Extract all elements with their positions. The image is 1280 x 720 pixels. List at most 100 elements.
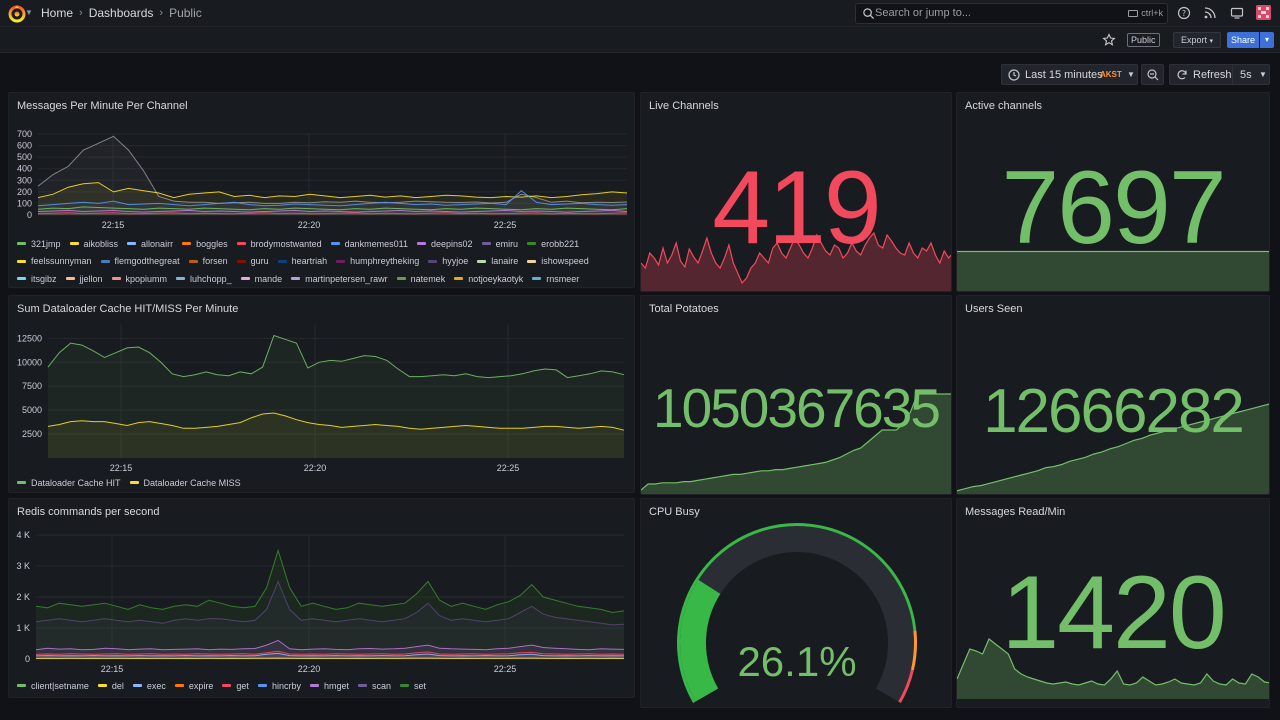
legend-item[interactable]: natemek — [396, 271, 445, 287]
legend-item[interactable]: humphreytheking — [336, 253, 419, 269]
legend-item[interactable]: Dataloader Cache MISS — [129, 475, 241, 491]
time-range-label: Last 15 minutes — [1025, 69, 1103, 81]
refresh-interval[interactable]: 5s — [1240, 69, 1252, 81]
redis-commands-chart[interactable]: 0 1 K 2 K 3 K 4 K 22:15 22:20 22:25 — [9, 499, 635, 698]
legend-item[interactable]: boggles — [182, 236, 228, 252]
legend-item[interactable]: ishowspeed — [527, 253, 589, 269]
legend-item[interactable]: forsen — [188, 253, 228, 269]
rss-icon[interactable] — [1203, 6, 1217, 20]
search-input[interactable]: Search or jump to... ctrl+k — [855, 3, 1168, 24]
legend-label: kpopiumm — [125, 273, 168, 284]
legend-label: ishowspeed — [541, 256, 589, 266]
panel-title: Sum Dataloader Cache HIT/MISS Per Minute — [17, 303, 239, 315]
legend-swatch — [481, 242, 491, 245]
legend-swatch — [17, 481, 26, 484]
panel-redis-commands[interactable]: Redis commands per second 0 1 K 2 K 3 K 4 K 2… — [8, 498, 635, 698]
legend-item[interactable]: Dataloader Cache HIT — [17, 475, 121, 491]
panel-messages-per-minute[interactable]: Messages Per Minute Per Channel 0 100 200 3… — [8, 92, 635, 288]
legend-item[interactable]: deepins02 — [417, 236, 473, 252]
star-icon[interactable] — [1102, 33, 1116, 47]
y-tick-label: 300 — [17, 175, 32, 185]
panel-active-channels[interactable]: Active channels 7697 — [956, 92, 1270, 292]
legend-label: lanaire — [491, 256, 519, 266]
legend-item[interactable]: guru — [236, 253, 269, 269]
legend-item[interactable]: erobb221 — [527, 236, 579, 252]
panel-title: CPU Busy — [649, 506, 700, 518]
legend-swatch — [417, 242, 427, 245]
zoom-out-button[interactable] — [1141, 64, 1164, 85]
legend-item[interactable]: client|setname — [17, 678, 89, 694]
legend-item[interactable]: hincrby — [257, 678, 301, 694]
threshold-band-red — [897, 669, 914, 703]
dataloader-cache-chart[interactable]: 2500 5000 7500 10000 12500 22:15 22:20 22:25 — [9, 296, 635, 493]
legend-item[interactable]: hmget — [309, 678, 349, 694]
legend-swatch — [291, 277, 301, 280]
panel-messages-read[interactable]: Messages Read/Min 1420 — [956, 498, 1270, 708]
legend-item[interactable]: notjoeykaotyk — [454, 271, 523, 287]
sparkline-area — [957, 251, 1269, 291]
legend-item[interactable]: kpopiumm — [111, 271, 168, 287]
legend-item[interactable]: expire — [174, 678, 213, 694]
share-button[interactable]: Share — [1227, 32, 1259, 48]
legend-item[interactable]: flemgodthegreat — [100, 253, 180, 269]
tv-mode-icon[interactable] — [1230, 6, 1244, 20]
legend-item[interactable]: itsgibz — [17, 271, 57, 287]
users-seen-sparkline — [957, 403, 1269, 494]
legend-item[interactable]: scan — [357, 678, 391, 694]
chevron-down-icon[interactable]: ▼ — [25, 8, 33, 17]
legend-swatch — [127, 242, 137, 245]
x-tick-label: 22:20 — [298, 664, 321, 674]
divider — [1232, 65, 1233, 84]
legend-item[interactable]: dankmemes011 — [330, 236, 408, 252]
panel-total-potatoes[interactable]: Total Potatoes 1050367635 — [640, 295, 952, 495]
grafana-logo-icon[interactable] — [7, 4, 27, 24]
chart-legend: Dataloader Cache HIT Dataloader Cache MIS… — [17, 473, 627, 491]
x-tick-label: 22:25 — [494, 664, 517, 674]
legend-item[interactable]: rnsmeer — [532, 271, 579, 287]
legend-label: erobb221 — [541, 238, 580, 249]
legend-label: hyyjoe — [442, 256, 469, 266]
share-menu-chevron-icon[interactable]: ▾ — [1260, 32, 1274, 48]
legend-item[interactable]: jjellon — [65, 271, 103, 287]
legend-label: hmget — [323, 680, 349, 691]
panel-live-channels[interactable]: Live Channels 419 — [640, 92, 952, 292]
avatar[interactable] — [1256, 5, 1271, 20]
legend-item[interactable]: mande — [240, 271, 282, 287]
legend-item[interactable]: set — [399, 678, 426, 694]
legend-item[interactable]: martinpetersen_rawr — [291, 271, 388, 287]
legend-item[interactable]: aikobliss — [69, 236, 118, 252]
panel-dataloader-cache[interactable]: Sum Dataloader Cache HIT/MISS Per Minute… — [8, 295, 635, 493]
active-channels-value: 7697 — [1001, 150, 1226, 266]
export-button[interactable]: Export ▾ — [1173, 32, 1221, 48]
legend-item[interactable]: lanaire — [477, 253, 518, 269]
refresh-icon[interactable] — [1176, 69, 1188, 81]
y-tick-label: 400 — [17, 164, 32, 174]
help-icon[interactable]: ? — [1177, 6, 1191, 20]
breadcrumb-home[interactable]: Home — [41, 6, 74, 20]
time-range-picker[interactable]: Last 15 minutes AKST ▼ — [1001, 64, 1138, 85]
legend-item[interactable]: hyyjoe — [428, 253, 468, 269]
panel-users-seen[interactable]: Users Seen 12666282 — [956, 295, 1270, 495]
legend-item[interactable]: exec — [132, 678, 166, 694]
legend-swatch — [477, 259, 487, 263]
public-badge: Public — [1127, 33, 1160, 47]
legend-swatch — [17, 277, 26, 280]
legend-item[interactable]: emiru — [481, 236, 518, 252]
svg-text:?: ? — [1182, 9, 1186, 18]
legend-item[interactable]: brodymostwanted — [236, 236, 322, 252]
sparkline-line — [957, 403, 1269, 492]
refresh-picker[interactable]: Refresh 5s ▼ — [1169, 64, 1270, 85]
legend-item[interactable]: get — [222, 678, 249, 694]
legend-item[interactable]: 321jmp — [17, 236, 61, 252]
legend-item[interactable]: del — [97, 678, 124, 694]
legend-item[interactable]: feelssunnyman — [17, 253, 92, 269]
active-channels-sparkline — [957, 250, 1269, 291]
panel-cpu-busy[interactable]: CPU Busy 26.1% — [640, 498, 952, 708]
series-area — [36, 550, 624, 659]
legend-item[interactable]: allonairr — [127, 236, 173, 252]
legend-item[interactable]: heartriah — [277, 253, 327, 269]
legend-label: hincrby — [271, 680, 301, 691]
breadcrumb-dashboards[interactable]: Dashboards — [88, 6, 154, 20]
legend-item[interactable]: luhchopp_ — [176, 271, 232, 287]
